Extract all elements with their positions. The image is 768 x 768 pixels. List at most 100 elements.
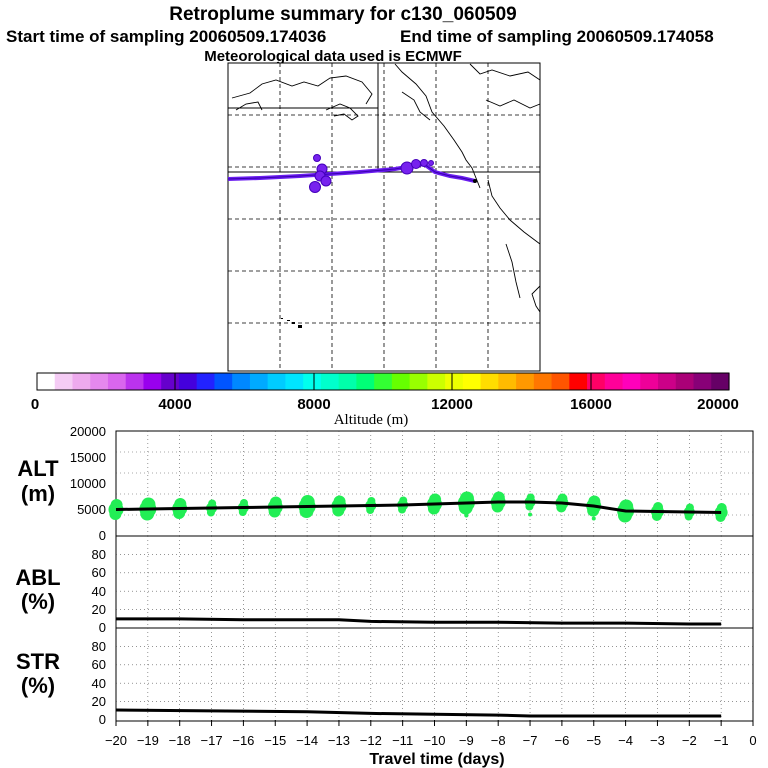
map-gridlines xyxy=(228,63,540,371)
colorbar-swatch xyxy=(249,373,269,390)
alt-y-tick-label: 5000 xyxy=(77,502,106,517)
end-time-text: End time of sampling 20060509.174058 xyxy=(400,27,714,46)
abl-line xyxy=(116,617,722,626)
colorbar-swatch xyxy=(303,373,322,390)
colorbar-tick-label: 0 xyxy=(31,396,39,413)
alt-plume-point xyxy=(591,516,596,521)
colorbar-swatch xyxy=(107,373,127,390)
colorbar-swatch xyxy=(391,373,411,390)
colorbar-swatch xyxy=(604,373,624,390)
colorbar-swatch xyxy=(409,373,428,390)
alt-plume-point xyxy=(528,512,533,517)
abl-y-tick-label: 60 xyxy=(92,565,106,580)
x-tick-label: −7 xyxy=(523,733,538,748)
x-tick-label: 0 xyxy=(749,733,756,748)
colorbar-swatch xyxy=(232,373,251,390)
colorbar-swatch xyxy=(480,373,499,390)
alt-plume-point xyxy=(716,503,727,513)
colorbar-swatch xyxy=(196,373,216,390)
alt-plume-point xyxy=(526,493,535,502)
colorbar-swatch xyxy=(658,373,677,390)
map-coastlines xyxy=(231,63,541,313)
x-axis-tick-labels: −20 −19 −18 −17 −16 −15 −14 −13 −12 −11 −10 −9 −8 −7−… xyxy=(105,733,757,748)
figure-title: Retroplume summary for c130_060509 xyxy=(169,4,516,25)
abl-y-tick-label: 20 xyxy=(92,602,106,617)
colorbar-swatch xyxy=(37,373,56,390)
colorbar-swatch xyxy=(498,373,517,390)
colorbar-swatch xyxy=(285,373,304,390)
x-tick-label: −14 xyxy=(296,733,318,748)
colorbar-frame xyxy=(36,372,730,391)
str-panel: STR (%) 80 60 40 20 0 xyxy=(16,628,753,727)
alt-mean-line xyxy=(115,500,722,514)
colorbar-swatch xyxy=(125,373,145,390)
trajectory-marker xyxy=(411,159,421,169)
colorbar-swatch xyxy=(693,373,712,390)
map-domain-box xyxy=(228,63,540,173)
colorbar-swatch xyxy=(320,373,340,390)
alt-y-tick-label: 0 xyxy=(99,528,106,543)
abl-panel: ABL (%) 80 60 40 20 0 xyxy=(15,536,753,635)
abl-y-tick-label: 40 xyxy=(92,584,106,599)
colorbar-label: Altitude (m) xyxy=(334,412,409,428)
trajectory-marker xyxy=(313,154,321,162)
alt-plume-point xyxy=(557,493,568,504)
alt-plume-point xyxy=(399,496,408,505)
trajectory-marker xyxy=(420,159,428,167)
x-tick-label: −1 xyxy=(714,733,729,748)
colorbar-tick-label: 8000 xyxy=(297,396,330,413)
x-tick-label: −8 xyxy=(491,733,506,748)
alt-y-tick-label: 20000 xyxy=(70,424,106,439)
x-axis-ticks xyxy=(115,720,754,726)
colorbar-swatch xyxy=(516,373,535,390)
colorbar-tick-labels: 0 4000 8000 12000 16000 20000 xyxy=(31,396,739,413)
str-y-tick-label: 80 xyxy=(92,639,106,654)
abl-panel-title: ABL xyxy=(15,565,60,590)
abl-y-tick-label: 80 xyxy=(92,547,106,562)
colorbar-swatch xyxy=(143,373,162,390)
colorbar-swatch xyxy=(54,373,74,390)
start-time-text: Start time of sampling 20060509.174036 xyxy=(6,27,326,46)
str-y-tick-label: 40 xyxy=(92,676,106,691)
map-panel xyxy=(227,62,541,372)
alt-plume-point xyxy=(685,503,694,512)
x-tick-label: −4 xyxy=(618,733,633,748)
colorbar-swatch xyxy=(711,373,730,390)
colorbar-swatches xyxy=(37,373,730,390)
alt-panel: ALT (m) 20000 15000 10000 5000 0 xyxy=(17,424,753,543)
colorbar-swatch xyxy=(587,373,606,390)
colorbar-swatch xyxy=(374,373,393,390)
x-tick-label: −12 xyxy=(360,733,382,748)
hawaii-islands xyxy=(281,318,302,328)
str-y-tick-label: 20 xyxy=(92,694,106,709)
colorbar-swatch xyxy=(569,373,588,390)
x-tick-label: −19 xyxy=(137,733,159,748)
colorbar-swatch xyxy=(445,373,464,390)
colorbar-swatch xyxy=(161,373,180,390)
x-axis-title: Travel time (days) xyxy=(369,751,504,768)
colorbar-dividers xyxy=(174,373,592,390)
x-tick-label: −3 xyxy=(650,733,665,748)
colorbar-swatch xyxy=(90,373,109,390)
str-panel-unit: (%) xyxy=(21,673,55,698)
colorbar-swatch xyxy=(622,373,641,390)
x-tick-label: −5 xyxy=(586,733,601,748)
alt-y-tick-label: 15000 xyxy=(70,450,106,465)
sampling-location-marker xyxy=(473,179,477,183)
colorbar-swatch xyxy=(72,373,91,390)
x-tick-label: −17 xyxy=(201,733,223,748)
alt-panel-title: ALT xyxy=(17,456,59,481)
x-tick-label: −2 xyxy=(682,733,697,748)
colorbar-swatch xyxy=(178,373,198,390)
abl-y-tick-labels: 80 60 40 20 0 xyxy=(92,547,106,635)
alt-gridlines xyxy=(116,431,753,536)
trajectory-marker xyxy=(309,181,321,193)
colorbar-swatch xyxy=(356,373,375,390)
colorbar-swatch xyxy=(675,373,695,390)
alt-plume-point xyxy=(653,502,664,512)
trajectory-markers xyxy=(309,154,434,193)
str-y-tick-labels: 80 60 40 20 0 xyxy=(92,639,106,727)
x-tick-label: −11 xyxy=(392,733,413,748)
str-y-tick-label: 0 xyxy=(99,712,106,727)
